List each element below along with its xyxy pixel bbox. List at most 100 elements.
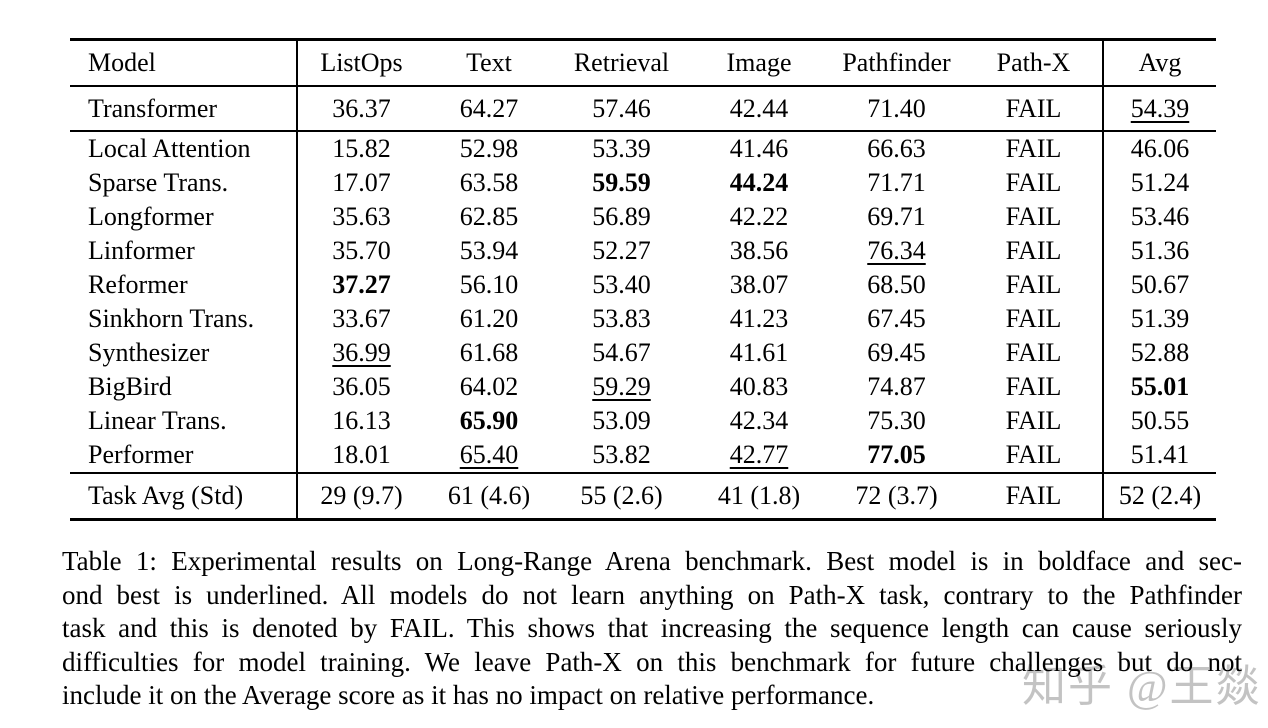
metric-cell: FAIL bbox=[965, 438, 1104, 473]
metric-cell: 29 (9.7) bbox=[297, 472, 425, 520]
table-row: Sparse Trans. 17.07 63.58 59.59 44.24 71.71 FA… bbox=[70, 166, 1216, 200]
metric-cell: 68.50 bbox=[867, 270, 926, 299]
metric-cell: FAIL bbox=[965, 404, 1104, 438]
header-row: Model ListOps Text Retrieval Image Pathfinder… bbox=[70, 39, 1216, 87]
results-table: Model ListOps Text Retrieval Image Pathfinder… bbox=[70, 38, 1216, 521]
caption-line: ond best is underlined. All models do no… bbox=[62, 579, 1242, 610]
table-row: Linformer 35.70 53.94 52.27 38.56 76.34 FAIL 51… bbox=[70, 234, 1216, 268]
metric-cell: 52.98 bbox=[459, 134, 519, 163]
metric-cell: 36.99 bbox=[332, 338, 391, 367]
table-row: Task Avg (Std) 29 (9.7) 61 (4.6) 55 (2.6) 41… bbox=[70, 472, 1216, 520]
metric-cell: 36.05 bbox=[332, 372, 391, 401]
model-name-cell: Reformer bbox=[70, 268, 298, 302]
metric-cell: 69.71 bbox=[867, 202, 926, 231]
metric-cell: 67.45 bbox=[867, 304, 926, 333]
metric-cell: 51.39 bbox=[1130, 304, 1190, 333]
metric-cell: 54.39 bbox=[1103, 86, 1216, 132]
footer-body: Task Avg (Std) 29 (9.7) 61 (4.6) 55 (2.6) 41… bbox=[70, 472, 1216, 520]
model-name-cell: Local Attention bbox=[70, 131, 298, 166]
metric-cell: 50.67 bbox=[1130, 270, 1190, 299]
metric-cell: 53.46 bbox=[1130, 202, 1190, 231]
metric-cell: 42.77 bbox=[729, 440, 789, 469]
metric-cell: 56.10 bbox=[459, 270, 519, 299]
metric-cell: 44.24 bbox=[729, 168, 789, 197]
metric-cell: FAIL bbox=[965, 302, 1104, 336]
model-name-cell: BigBird bbox=[70, 370, 298, 404]
table-row: Linear Trans. 16.13 65.90 53.09 42.34 75.30 FA… bbox=[70, 404, 1216, 438]
metric-cell: 37.27 bbox=[332, 270, 391, 299]
metric-cell: 54.67 bbox=[592, 338, 651, 367]
metric-cell: 38.56 bbox=[729, 236, 789, 265]
metric-cell: 66.63 bbox=[867, 134, 926, 163]
metric-cell: 41.23 bbox=[729, 304, 789, 333]
metric-cell: FAIL bbox=[965, 472, 1104, 520]
metric-cell: 15.82 bbox=[332, 134, 391, 163]
metric-cell: 62.85 bbox=[459, 202, 519, 231]
metric-cell: 50.55 bbox=[1130, 406, 1190, 435]
metric-cell: 55 (2.6) bbox=[553, 472, 690, 520]
metric-cell: FAIL bbox=[965, 166, 1104, 200]
column-header-pathfinder: Pathfinder bbox=[828, 39, 965, 87]
metric-cell: 72 (3.7) bbox=[828, 472, 965, 520]
table-row: Reformer 37.27 56.10 53.40 38.07 68.50 FAIL 50.… bbox=[70, 268, 1216, 302]
models-body: Local Attention 15.82 52.98 53.39 41.46 66.63… bbox=[70, 131, 1216, 473]
model-name-cell: Performer bbox=[70, 438, 298, 473]
metric-cell: FAIL bbox=[965, 200, 1104, 234]
table-row: Local Attention 15.82 52.98 53.39 41.46 66.63… bbox=[70, 131, 1216, 166]
metric-cell: 33.67 bbox=[332, 304, 391, 333]
table-row: Transformer 36.37 64.27 57.46 42.44 71.40 FAIL… bbox=[70, 86, 1216, 132]
metric-cell: 59.29 bbox=[592, 372, 651, 401]
metric-cell: 64.27 bbox=[425, 86, 553, 132]
caption-line: include it on the Average score as it ha… bbox=[62, 680, 875, 710]
metric-cell: 40.83 bbox=[729, 372, 789, 401]
metric-cell: 63.58 bbox=[459, 168, 519, 197]
metric-cell: 41.61 bbox=[729, 338, 789, 367]
column-header-retrieval: Retrieval bbox=[553, 39, 690, 87]
metric-cell: 53.40 bbox=[592, 270, 651, 299]
metric-cell: 52 (2.4) bbox=[1103, 472, 1216, 520]
metric-cell: 35.70 bbox=[332, 236, 391, 265]
metric-cell: 53.82 bbox=[592, 440, 651, 469]
metric-cell: FAIL bbox=[965, 268, 1104, 302]
metric-cell: 51.24 bbox=[1130, 168, 1190, 197]
metric-cell: 42.22 bbox=[729, 202, 789, 231]
metric-cell: FAIL bbox=[965, 131, 1104, 166]
model-name-cell: Transformer bbox=[70, 86, 298, 132]
column-header-pathx: Path-X bbox=[965, 39, 1104, 87]
metric-cell: FAIL bbox=[965, 234, 1104, 268]
table-row: Longformer 35.63 62.85 56.89 42.22 69.71 FAIL 5… bbox=[70, 200, 1216, 234]
watermark-text: 知乎 @王燚 bbox=[1022, 662, 1262, 711]
metric-cell: 53.94 bbox=[459, 236, 519, 265]
metric-cell: 46.06 bbox=[1130, 134, 1190, 163]
model-name-cell: Linear Trans. bbox=[70, 404, 298, 438]
table-caption: Table 1: Experimental results on Long-Ra… bbox=[62, 545, 1242, 713]
model-name-cell: Sparse Trans. bbox=[70, 166, 298, 200]
metric-cell: 59.59 bbox=[592, 168, 651, 197]
results-table-container: Model ListOps Text Retrieval Image Pathfinder… bbox=[70, 38, 1216, 521]
model-name-cell: Sinkhorn Trans. bbox=[70, 302, 298, 336]
column-header-model: Model bbox=[70, 39, 298, 87]
metric-cell: 38.07 bbox=[729, 270, 789, 299]
model-name-cell: Longformer bbox=[70, 200, 298, 234]
metric-cell: 61.68 bbox=[459, 338, 519, 367]
metric-cell: 53.09 bbox=[592, 406, 651, 435]
model-name-cell: Synthesizer bbox=[70, 336, 298, 370]
metric-cell: 61 (4.6) bbox=[425, 472, 553, 520]
metric-cell: 71.71 bbox=[867, 168, 926, 197]
metric-cell: 18.01 bbox=[332, 440, 391, 469]
model-name-cell: Task Avg (Std) bbox=[70, 472, 298, 520]
metric-cell: 41 (1.8) bbox=[690, 472, 828, 520]
metric-cell: 74.87 bbox=[867, 372, 926, 401]
metric-cell: 75.30 bbox=[867, 406, 926, 435]
column-header-text: Text bbox=[425, 39, 553, 87]
metric-cell: 41.46 bbox=[729, 134, 789, 163]
metric-cell: 51.41 bbox=[1130, 440, 1190, 469]
column-header-avg: Avg bbox=[1103, 39, 1216, 87]
model-name-cell: Linformer bbox=[70, 234, 298, 268]
metric-cell: 42.44 bbox=[690, 86, 828, 132]
baseline-body: Transformer 36.37 64.27 57.46 42.44 71.40 FAIL… bbox=[70, 86, 1216, 132]
metric-cell: 36.37 bbox=[297, 86, 425, 132]
metric-cell: FAIL bbox=[965, 370, 1104, 404]
metric-cell: 64.02 bbox=[459, 372, 519, 401]
